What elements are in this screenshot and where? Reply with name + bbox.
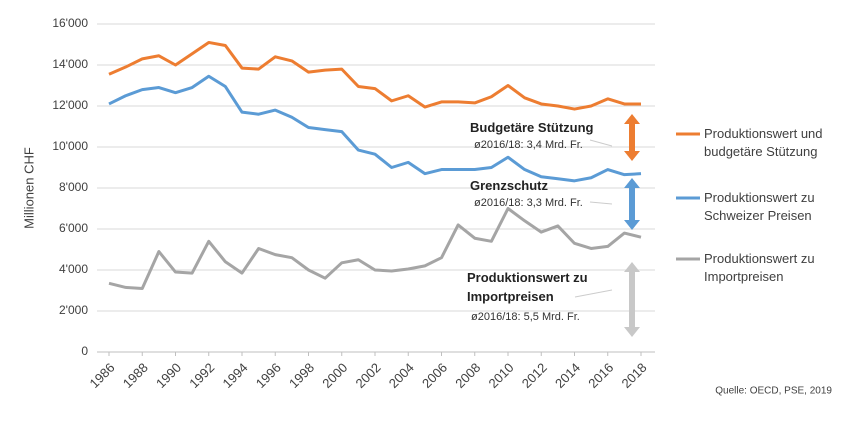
annotation-title: Grenzschutz	[470, 178, 549, 193]
x-tick-label: 2006	[419, 360, 450, 391]
series-line	[108, 207, 642, 290]
x-tick-label: 1990	[153, 360, 184, 391]
x-tick-label: 1986	[86, 360, 117, 391]
annotation-text: ø2016/18: 5,5 Mrd. Fr.	[471, 311, 580, 323]
y-tick-label: 10'000	[52, 139, 88, 153]
y-tick-label: 6'000	[59, 221, 88, 235]
y-tick-label: 16'000	[52, 16, 88, 30]
legend-label: Produktionswert zu Importpreisen	[704, 251, 815, 284]
x-tick-label: 2018	[618, 360, 649, 391]
series-line	[108, 74, 642, 183]
y-tick-label: 12'000	[52, 98, 88, 112]
y-tick-label: 0	[81, 344, 88, 358]
x-tick-label: 1988	[120, 360, 151, 391]
x-tick-label: 1992	[186, 360, 217, 391]
annotation-title: Budgetäre Stützung	[470, 120, 594, 135]
arrows	[574, 114, 640, 337]
annotation-text: ø2016/18: 3,4 Mrd. Fr.	[474, 139, 583, 151]
x-tick-label: 2014	[552, 360, 583, 391]
y-tick-label: 2'000	[59, 303, 88, 317]
series-line	[108, 40, 641, 111]
x-tick-label: 1996	[253, 360, 284, 391]
x-tick-label: 2016	[585, 360, 616, 391]
x-tick-label: 2004	[386, 360, 417, 391]
y-tick-label: 4'000	[59, 262, 88, 276]
source: Quelle: OECD, PSE, 2019	[715, 386, 832, 397]
annotation-title: Produktionswert zu Importpreisen	[467, 270, 588, 304]
x-tick-label: 2010	[485, 360, 516, 391]
y-axis-label: Millionen CHF	[21, 147, 36, 229]
legend-label: Produktionswert zu Schweizer Preisen	[704, 190, 815, 223]
x-tick-label: 1998	[286, 360, 317, 391]
x-tick-label: 2008	[452, 360, 483, 391]
annotation-text: ø2016/18: 3,3 Mrd. Fr.	[474, 197, 583, 209]
y-tick-label: 14'000	[52, 57, 88, 71]
legend-label: Produktionswert und budgetäre Stützung	[704, 126, 823, 159]
x-tick-label: 2002	[352, 360, 383, 391]
x-tick-label: 2012	[519, 360, 550, 391]
x-tick-label: 2000	[319, 360, 350, 391]
x-tick-label: 1994	[219, 360, 250, 391]
y-tick-label: 8'000	[59, 180, 88, 194]
